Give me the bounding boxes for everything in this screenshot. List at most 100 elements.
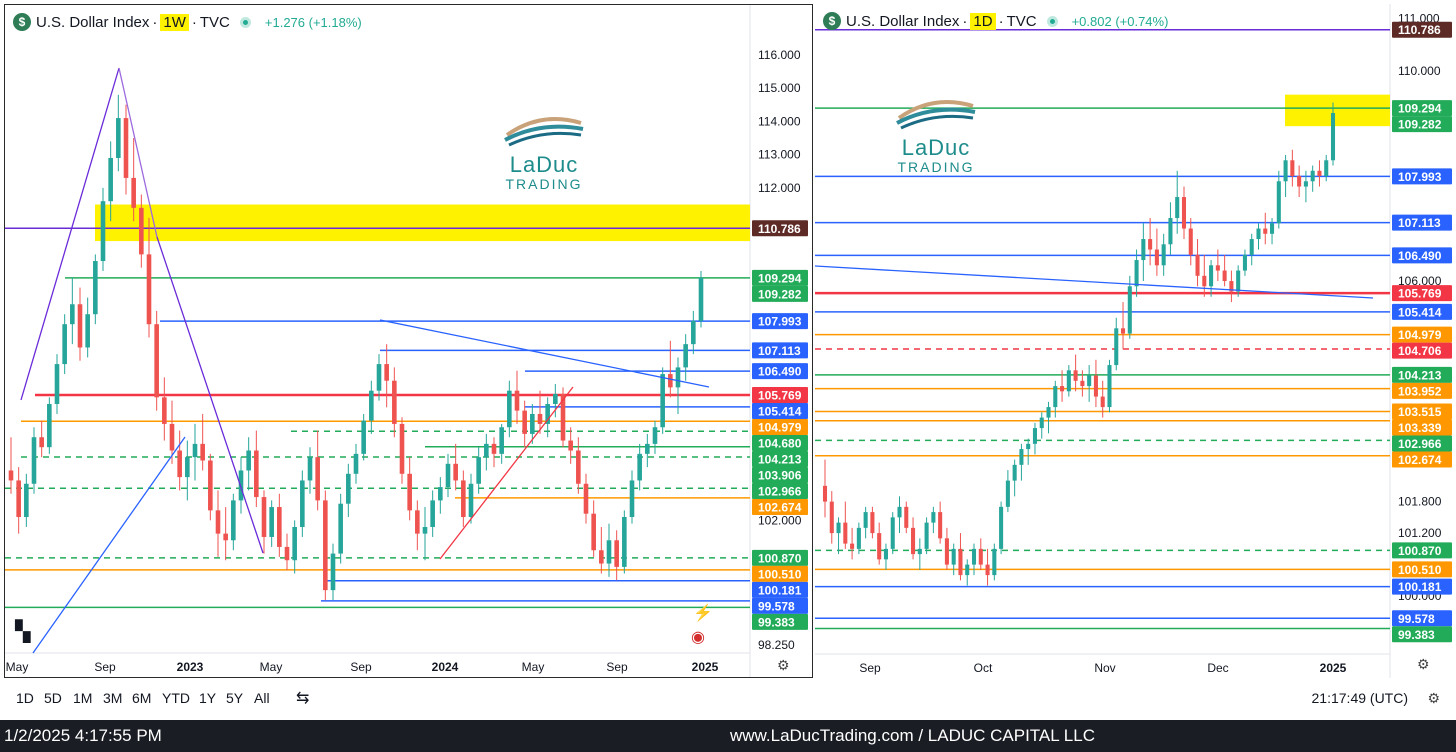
interval-label[interactable]: 1D [970,12,996,30]
trend-line [379,319,710,388]
candle-body [1242,254,1247,271]
candle-body [622,517,627,567]
price-tag [1392,626,1452,643]
highlight-zone [95,204,750,242]
price-tag [752,363,808,380]
candle-body [965,564,970,576]
candle-body [361,420,366,454]
price-tag [752,220,808,237]
timeframe-1m[interactable]: 1M [73,690,93,706]
time-tick-label: Sep [350,660,372,674]
candle-body [139,207,144,255]
weekly-chart-panel[interactable]: 116.000 115.000 114.000 113.000 112.000 102.0… [4,4,813,678]
interval-label[interactable]: 1W [160,13,189,31]
timeframe-1y[interactable]: 1Y [199,690,217,706]
price-tag [752,387,808,404]
price-tag-label: 100.510 [758,567,802,581]
timeframe-ytd[interactable]: YTD [162,690,190,706]
price-tag-label: 100.181 [758,583,802,597]
daily-chart[interactable]: 111.000110.000109.000106.000101.800101.2… [815,4,1456,678]
daily-settings-gear-icon[interactable]: ⚙ [1417,656,1430,672]
timeframe-6m[interactable]: 6M [132,690,152,706]
candle-body [652,427,658,444]
price-tag [752,499,808,516]
candle-body [1066,370,1071,392]
price-tag [1392,303,1452,320]
candle-body [850,543,855,549]
price-tag [752,549,808,566]
price-tag [1392,382,1452,399]
price-tick-label: 102.000 [758,513,802,527]
price-tag [752,613,808,630]
weekly-settings-gear-icon[interactable]: ⚙ [777,657,790,673]
clock-readout[interactable]: 21:17:49 (UTC) [1311,690,1408,706]
candle-body [499,427,504,454]
candle-body [1317,170,1322,177]
candle-body [1032,428,1038,444]
candle-body [300,480,305,527]
candle-body [8,470,14,481]
candle-body [938,512,943,539]
price-tag [1392,542,1452,559]
candle-body [1093,375,1098,397]
timeframe-3m[interactable]: 3M [103,690,123,706]
candle-body [958,548,963,576]
daily-chart-panel[interactable]: 111.000110.000109.000106.000101.800101.2… [815,4,1456,678]
candle-body [1073,370,1078,381]
tradingview-logo[interactable]: ▚ [15,619,31,643]
candle-body [484,443,489,458]
timeframe-5y[interactable]: 5Y [226,690,244,706]
candle-body [100,201,106,262]
candle-body [944,538,949,565]
price-tick-label: 110.000 [1398,64,1441,78]
candle-body [491,443,497,454]
price-change: +0.802 (+0.74%) [1071,13,1169,29]
price-tag [1392,285,1452,302]
price-tag-label: 109.294 [1398,102,1442,116]
candle-body [1168,218,1173,245]
lightning-icon[interactable]: ⚡ [693,605,713,622]
price-tag-label: 103.906 [758,469,802,483]
price-tag [1392,247,1452,264]
candle-body [999,506,1004,549]
candle-body [514,390,520,411]
us-flag-icon[interactable]: ◉ [691,629,705,646]
gear-icon[interactable]: ⚙ [1427,690,1440,706]
daily-header: $ U.S. Dollar Index · 1D · TVC +0.802 (+… [823,10,1168,32]
weekly-chart[interactable]: 116.000 115.000 114.000 113.000 112.000 102.0… [5,5,813,678]
candle-body [1188,228,1193,255]
candle-body [177,450,182,478]
price-tag-label: 107.993 [758,315,802,329]
candle-body [978,548,983,565]
candle-body [461,480,466,518]
candle-body [931,512,936,523]
time-tick-label: 2024 [432,660,459,674]
price-tag-label: 105.414 [1398,305,1442,319]
price-tag-label: 109.282 [758,287,802,301]
timeframe-5d[interactable]: 5D [44,690,62,706]
candle-body [599,550,604,564]
candle-body [415,510,420,534]
candle-body [1175,197,1180,219]
price-tag-label: 105.769 [1398,287,1442,301]
price-tick-label: 116.000 [758,48,801,62]
candle-body [1195,254,1200,276]
price-tag-label: 109.282 [1398,118,1442,132]
price-tick-label: 101.800 [1398,495,1442,509]
candle-body [668,374,673,388]
candle-body [691,320,696,345]
candle-body [560,394,566,441]
candle-body [39,437,44,448]
candle-body [399,423,405,474]
candle-body [1324,160,1329,177]
timeframe-all[interactable]: All [254,690,270,706]
timeframe-1d[interactable]: 1D [16,690,34,706]
candle-body [54,364,60,404]
candle-body [1141,239,1146,261]
candle-body [307,457,313,481]
candle-body [353,453,359,474]
price-tick-label: 114.000 [758,114,801,128]
price-change: +1.276 (+1.18%) [264,14,362,30]
calendar-range-icon[interactable]: ⇆ [296,690,310,707]
candle-body [231,500,236,541]
